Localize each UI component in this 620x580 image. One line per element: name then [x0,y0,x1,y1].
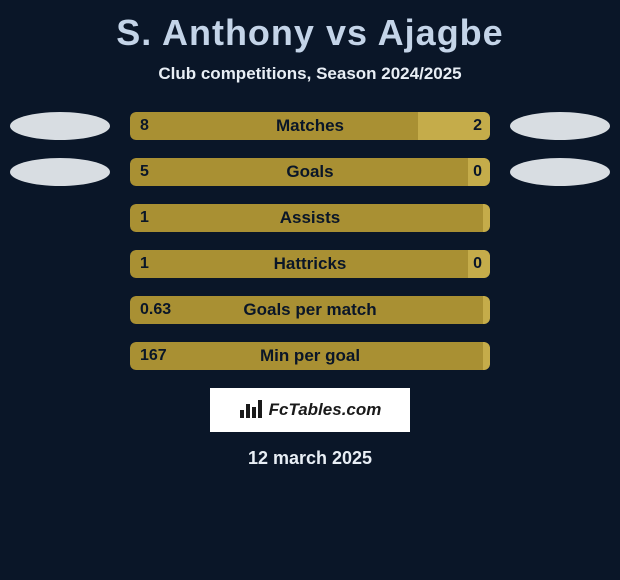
comparison-title: S. Anthony vs Ajagbe [0,0,620,54]
stat-label: Matches [130,112,490,140]
stat-row: 1Assists [10,204,610,232]
stats-chart: 82Matches 50Goals 1Assists 10Hattricks 0.63G… [0,112,620,370]
stat-label: Assists [130,204,490,232]
player1-marker [10,158,110,186]
logo-box: FcTables.com [210,388,410,432]
stat-row: 82Matches [10,112,610,140]
stat-label: Min per goal [130,342,490,370]
stat-row: 50Goals [10,158,610,186]
player2-marker [510,158,610,186]
player2-marker [510,112,610,140]
stat-label: Goals [130,158,490,186]
logo-icon [239,398,263,423]
stat-row: 10Hattricks [10,250,610,278]
player1-marker [10,112,110,140]
stat-label: Goals per match [130,296,490,324]
logo-text: FcTables.com [269,400,382,420]
stat-row: 0.63Goals per match [10,296,610,324]
player2-name: Ajagbe [378,12,504,53]
player1-name: S. Anthony [116,12,315,53]
date-label: 12 march 2025 [0,448,620,469]
stat-label: Hattricks [130,250,490,278]
stat-row: 167Min per goal [10,342,610,370]
subtitle: Club competitions, Season 2024/2025 [0,64,620,84]
vs-label: vs [326,12,368,53]
